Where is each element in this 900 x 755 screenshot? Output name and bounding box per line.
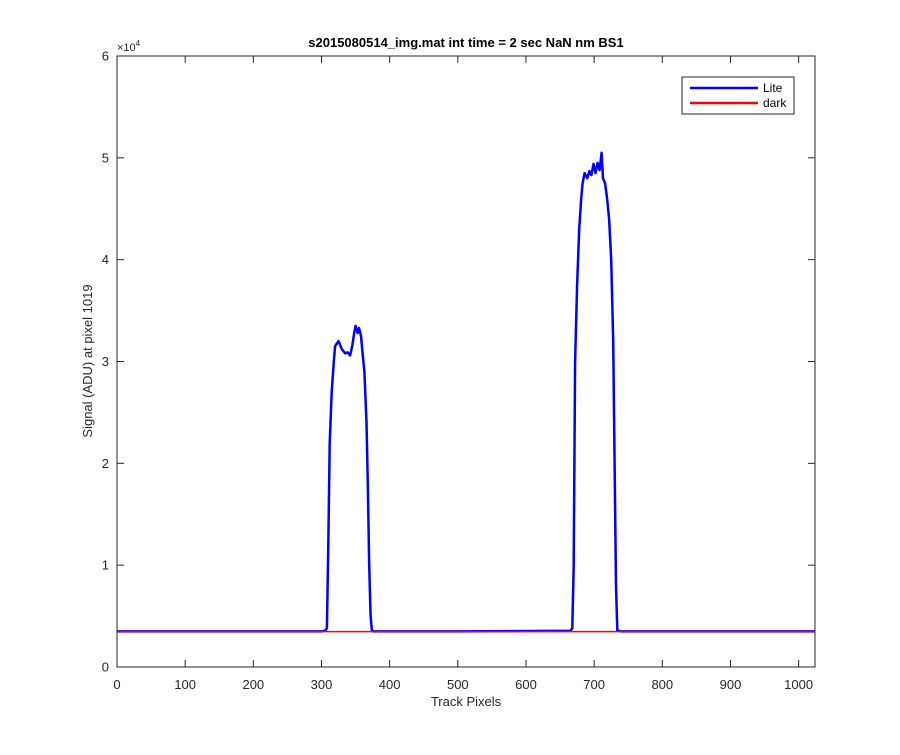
x-tick-label: 500 [447,677,469,692]
x-axis-label: Track Pixels [431,694,502,709]
chart-title: s2015080514_img.mat int time = 2 sec NaN… [308,35,623,50]
x-tick-label: 900 [720,677,742,692]
y-tick-label: 2 [102,456,109,471]
legend-box [681,76,795,115]
y-tick-label: 5 [102,150,109,165]
y-tick-label: 4 [102,252,109,267]
y-axis-label: Signal (ADU) at pixel 1019 [80,284,95,437]
x-tick-label: 0 [113,677,120,692]
y-exponent-label: ×104 [117,39,141,54]
series-layer [117,151,815,633]
y-tick-label: 1 [102,558,109,573]
legend-label-lite: Lite [763,81,783,95]
y-tick-label: 3 [102,354,109,369]
plot-area [117,56,815,667]
legend: Lite dark [681,76,795,115]
x-tick-label: 400 [379,677,401,692]
y-tick-label: 6 [102,49,109,64]
y-exponent-power: 4 [136,39,141,48]
legend-label-dark: dark [763,96,787,110]
x-tick-label: 300 [311,677,333,692]
x-tick-label: 800 [651,677,673,692]
x-tick-label: 600 [515,677,537,692]
y-exponent-base: ×10 [117,42,136,54]
x-tick-label: 1000 [784,677,813,692]
y-tick-label: 0 [102,660,109,675]
x-tick-label: 700 [583,677,605,692]
ticks-layer: 0 100 200 300 400 500 600 700 800 900 1000 0 1 2 3 4 5 6 [102,49,815,692]
x-tick-label: 200 [242,677,264,692]
x-tick-label: 100 [174,677,196,692]
